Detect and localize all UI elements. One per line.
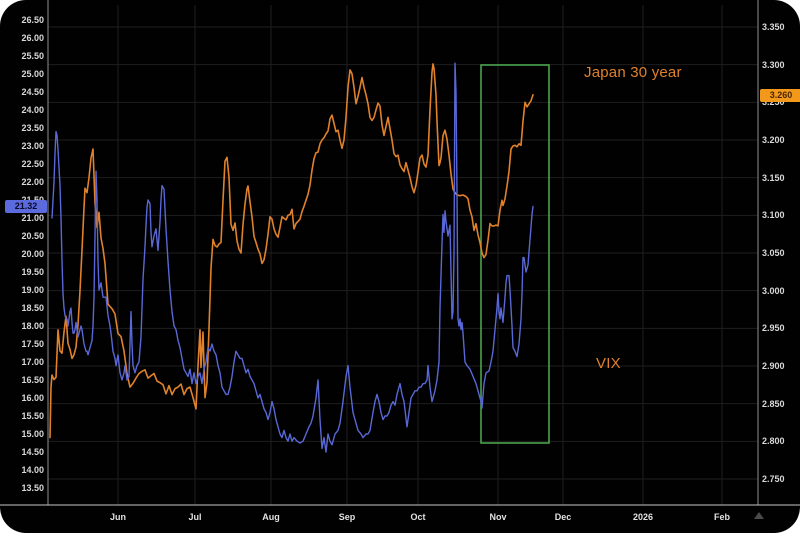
left-axis-tick: 19.50	[21, 267, 44, 277]
time-axis-tick-aug: Aug	[262, 512, 280, 522]
time-axis-tick-jul: Jul	[188, 512, 202, 522]
right-axis-tick: 3.250	[762, 97, 785, 108]
left-axis-tick: 16.00	[21, 393, 44, 403]
left-axis-tick: 14.50	[21, 447, 44, 457]
left-axis-tick: 21.50	[4, 195, 44, 205]
right-axis-tick: 2.750	[762, 474, 785, 484]
left-axis-tick: 22.50	[21, 159, 44, 169]
time-axis-tick-feb: Feb	[713, 512, 731, 522]
left-axis-tick: 14.00	[21, 465, 44, 475]
left-axis-tick: 26.50	[21, 15, 44, 25]
right-last-price-label: 3.260	[760, 88, 800, 102]
right-axis-tick: 3.050	[762, 248, 785, 258]
left-axis-tick: 16.50	[21, 375, 44, 385]
left-axis-tick: 19.00	[21, 285, 44, 295]
left-axis-tick: 15.00	[21, 429, 44, 439]
left-axis-tick: 15.50	[21, 411, 44, 421]
left-axis-tick: 24.00	[21, 105, 44, 115]
left-axis-tick: 25.00	[21, 69, 44, 79]
series-line-japan-30-year[interactable]	[49, 63, 534, 439]
right-axis-tick: 2.800	[762, 436, 785, 447]
left-axis-tick: 17.50	[21, 339, 44, 349]
right-axis-tick: 3.150	[762, 172, 785, 183]
right-axis-tick: 3.300	[762, 59, 785, 70]
right-axis-tick: 3.000	[762, 285, 785, 296]
left-last-price-label: 21.32	[5, 200, 47, 214]
time-axis-tick-nov: Nov	[489, 512, 507, 522]
left-axis-tick: 23.50	[21, 123, 44, 133]
time-axis-tick-dec: Dec	[554, 512, 572, 522]
time-axis-tick-sep: Sep	[338, 512, 356, 522]
left-axis-tick: 17.00	[21, 357, 44, 367]
time-axis-tick-oct: Oct	[410, 512, 426, 522]
left-axis-tick: 26.00	[21, 33, 44, 43]
left-axis-tick: 21.00	[21, 213, 44, 223]
left-axis-tick: 20.00	[21, 249, 44, 259]
right-axis-tick: 2.850	[762, 398, 785, 409]
left-axis-tick: 18.00	[21, 321, 44, 331]
left-axis-tick: 23.00	[21, 141, 44, 151]
time-axis-tick-2026: 2026	[632, 512, 654, 522]
right-axis-tick: 3.100	[762, 210, 785, 221]
left-axis-tick: 20.50	[21, 231, 44, 241]
left-axis-tick: 24.50	[21, 87, 44, 97]
series-line-vix[interactable]	[51, 62, 534, 453]
right-axis-tick: 2.950	[762, 323, 785, 334]
series-label-vix[interactable]: VIX	[596, 355, 621, 372]
right-axis-tick: 3.350	[762, 22, 785, 32]
highlight-box-annotation[interactable]	[480, 64, 550, 444]
left-axis-tick: 18.50	[21, 303, 44, 313]
time-axis-tick-jun: Jun	[109, 512, 127, 522]
right-axis-tick: 2.900	[762, 361, 785, 371]
scroll-to-recent-icon[interactable]	[754, 512, 764, 519]
right-axis-tick: 3.200	[762, 135, 785, 145]
left-axis-tick: 22.00	[21, 177, 44, 187]
series-label-japan-30-year[interactable]: Japan 30 year	[584, 64, 682, 81]
left-axis-tick: 13.50	[21, 483, 44, 493]
left-axis-tick: 25.50	[21, 51, 44, 61]
